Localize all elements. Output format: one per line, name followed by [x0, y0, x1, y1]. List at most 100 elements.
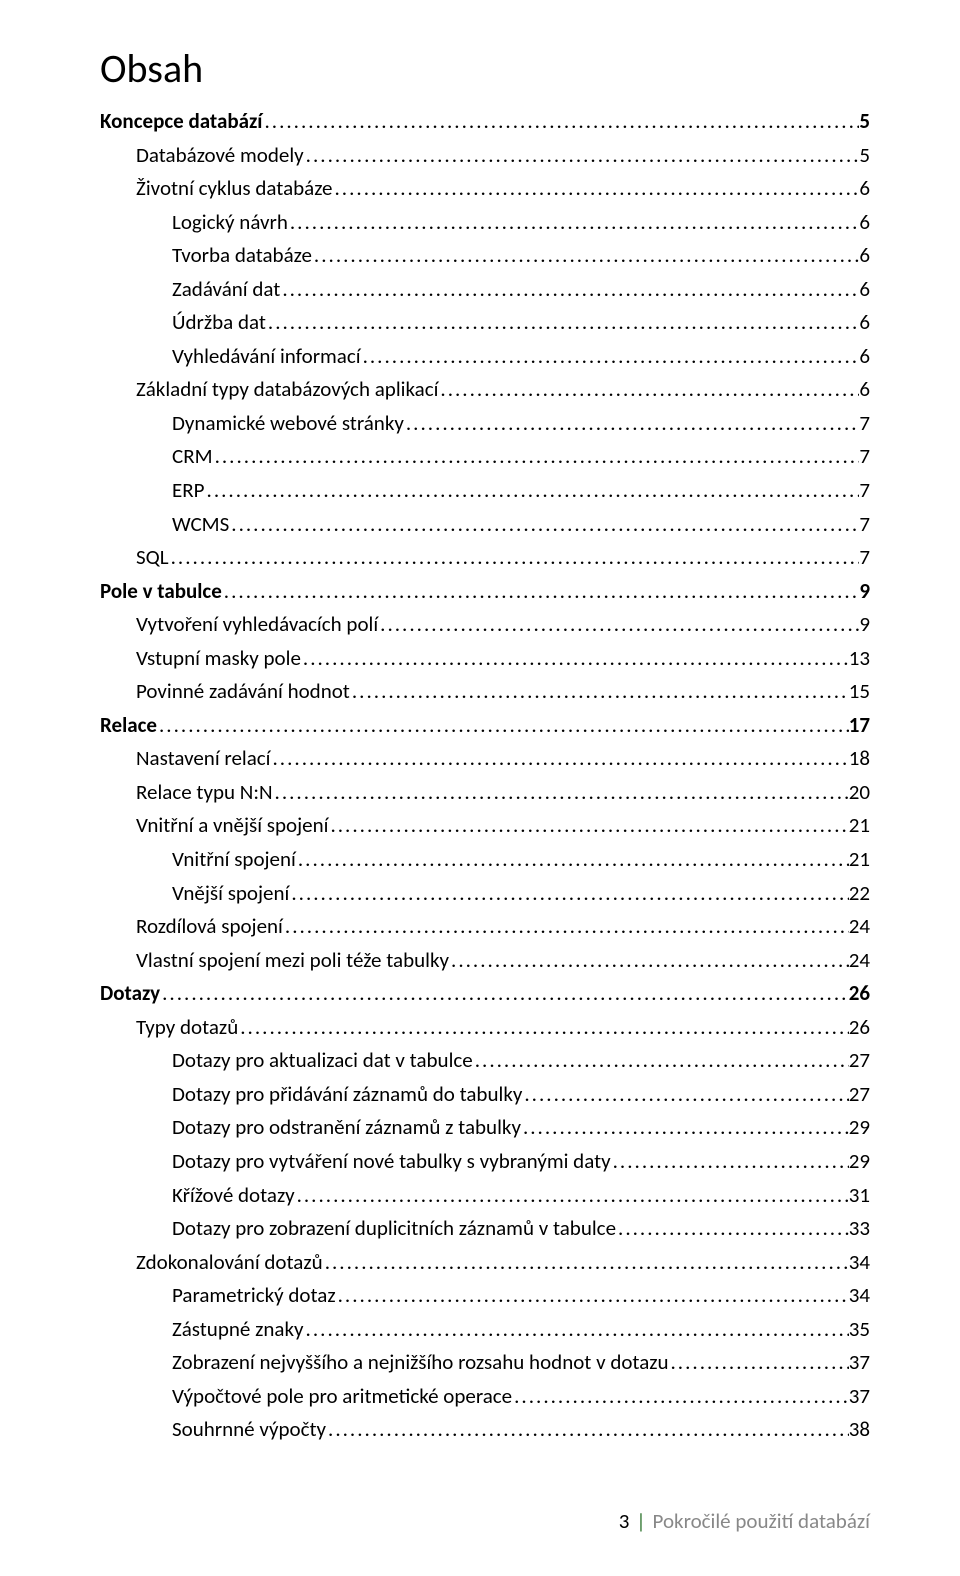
- toc-entry[interactable]: Pole v tabulce9: [100, 575, 870, 608]
- toc-entry[interactable]: Databázové modely5: [100, 139, 870, 172]
- toc-entry-label: ERP: [172, 474, 205, 507]
- toc-leader-dots: [361, 340, 860, 373]
- toc-entry-label: Koncepce databází: [100, 105, 262, 138]
- table-of-contents: Koncepce databází5Databázové modely5Živo…: [100, 105, 870, 1446]
- toc-entry[interactable]: Dotazy26: [100, 977, 870, 1010]
- toc-entry-page: 34: [849, 1246, 870, 1279]
- toc-entry[interactable]: Dotazy pro vytváření nové tabulky s vybr…: [100, 1145, 870, 1178]
- toc-entry[interactable]: Nastavení relací18: [100, 742, 870, 775]
- toc-leader-dots: [238, 1011, 848, 1044]
- toc-entry[interactable]: Typy dotazů26: [100, 1011, 870, 1044]
- toc-leader-dots: [296, 843, 849, 876]
- toc-leader-dots: [350, 675, 849, 708]
- toc-entry[interactable]: Vstupní masky pole 13: [100, 642, 870, 675]
- toc-entry-label: Vnější spojení: [172, 877, 289, 910]
- toc-entry-page: 9: [859, 608, 870, 641]
- toc-entry-label: Zadávání dat: [172, 273, 280, 306]
- toc-entry[interactable]: Dotazy pro odstranění záznamů z tabulky2…: [100, 1111, 870, 1144]
- toc-entry-label: Zástupné znaky: [172, 1313, 304, 1346]
- toc-entry[interactable]: SQL7: [100, 541, 870, 574]
- toc-entry[interactable]: Relace typu N:N20: [100, 776, 870, 809]
- toc-entry[interactable]: Vytvoření vyhledávacích polí 9: [100, 608, 870, 641]
- toc-entry-label: Životní cyklus databáze: [136, 172, 333, 205]
- toc-entry-label: Dotazy pro zobrazení duplicitních záznam…: [172, 1212, 616, 1245]
- toc-entry-page: 6: [859, 340, 870, 373]
- toc-entry-page: 20: [849, 776, 870, 809]
- toc-entry-label: Vyhledávání informací: [172, 340, 361, 373]
- toc-entry-page: 27: [849, 1078, 870, 1111]
- toc-entry[interactable]: ERP7: [100, 474, 870, 507]
- toc-entry-page: 6: [859, 373, 870, 406]
- toc-entry-label: Povinné zadávání hodnot: [136, 675, 350, 708]
- toc-leader-dots: [616, 1212, 849, 1245]
- toc-entry[interactable]: Vnitřní a vnější spojení21: [100, 809, 870, 842]
- toc-leader-dots: [295, 1179, 849, 1212]
- toc-entry-page: 29: [849, 1111, 870, 1144]
- toc-entry[interactable]: Dotazy pro zobrazení duplicitních záznam…: [100, 1212, 870, 1245]
- toc-entry[interactable]: Rozdílová spojení24: [100, 910, 870, 943]
- toc-entry-label: Vstupní masky pole: [136, 642, 301, 675]
- toc-leader-dots: [668, 1346, 848, 1379]
- toc-leader-dots: [473, 1044, 849, 1077]
- toc-entry[interactable]: Základní typy databázových aplikací6: [100, 373, 870, 406]
- toc-entry-label: Výpočtové pole pro aritmetické operace: [172, 1380, 512, 1413]
- toc-entry[interactable]: Dotazy pro přidávání záznamů do tabulky2…: [100, 1078, 870, 1111]
- toc-entry[interactable]: Dynamické webové stránky7: [100, 407, 870, 440]
- toc-leader-dots: [333, 172, 860, 205]
- toc-leader-dots: [205, 474, 860, 507]
- toc-entry[interactable]: CRM7: [100, 440, 870, 473]
- toc-entry[interactable]: Tvorba databáze6: [100, 239, 870, 272]
- toc-entry-page: 34: [849, 1279, 870, 1312]
- toc-entry[interactable]: Dotazy pro aktualizaci dat v tabulce27: [100, 1044, 870, 1077]
- toc-entry-label: Souhrnné výpočty: [172, 1413, 326, 1446]
- toc-entry[interactable]: Vlastní spojení mezi poli téže tabulky24: [100, 944, 870, 977]
- toc-entry-label: Logický návrh: [172, 206, 288, 239]
- toc-entry-label: Vytvoření vyhledávacích polí: [136, 608, 378, 641]
- toc-entry-page: 18: [849, 742, 870, 775]
- toc-entry-label: Vlastní spojení mezi poli téže tabulky: [136, 944, 449, 977]
- toc-entry-label: Parametrický dotaz: [172, 1279, 336, 1312]
- toc-entry-page: 13: [849, 642, 870, 675]
- toc-entry-page: 33: [849, 1212, 870, 1245]
- toc-entry-page: 29: [849, 1145, 870, 1178]
- toc-entry[interactable]: Vnitřní spojení21: [100, 843, 870, 876]
- toc-entry[interactable]: Křížové dotazy31: [100, 1179, 870, 1212]
- toc-entry[interactable]: Zobrazení nejvyššího a nejnižšího rozsah…: [100, 1346, 870, 1379]
- footer-page-number: 3: [619, 1508, 630, 1534]
- toc-entry[interactable]: Logický návrh 6: [100, 206, 870, 239]
- toc-entry-label: Rozdílová spojení: [136, 910, 283, 943]
- toc-entry-page: 21: [849, 843, 870, 876]
- toc-entry[interactable]: Povinné zadávání hodnot 15: [100, 675, 870, 708]
- toc-leader-dots: [304, 1313, 849, 1346]
- toc-entry-page: 5: [859, 139, 870, 172]
- toc-entry[interactable]: Životní cyklus databáze 6: [100, 172, 870, 205]
- toc-entry-page: 6: [859, 206, 870, 239]
- toc-entry[interactable]: Souhrnné výpočty38: [100, 1413, 870, 1446]
- toc-entry-page: 17: [849, 709, 870, 742]
- toc-leader-dots: [611, 1145, 849, 1178]
- toc-leader-dots: [378, 608, 859, 641]
- page-title: Obsah: [100, 44, 870, 93]
- toc-entry[interactable]: Zástupné znaky35: [100, 1313, 870, 1346]
- toc-entry[interactable]: Koncepce databází5: [100, 105, 870, 138]
- toc-entry-label: Dynamické webové stránky: [172, 407, 404, 440]
- toc-entry-label: Tvorba databáze: [172, 239, 312, 272]
- toc-entry[interactable]: WCMS7: [100, 508, 870, 541]
- toc-entry[interactable]: Zadávání dat6: [100, 273, 870, 306]
- toc-leader-dots: [301, 642, 849, 675]
- toc-entry-page: 27: [849, 1044, 870, 1077]
- toc-entry-page: 6: [859, 172, 870, 205]
- toc-entry[interactable]: Parametrický dotaz 34: [100, 1279, 870, 1312]
- toc-entry-page: 15: [849, 675, 870, 708]
- toc-entry[interactable]: Relace17: [100, 709, 870, 742]
- toc-leader-dots: [512, 1380, 849, 1413]
- toc-entry[interactable]: Výpočtové pole pro aritmetické operace37: [100, 1380, 870, 1413]
- toc-entry-label: Dotazy: [100, 977, 160, 1010]
- toc-entry-label: WCMS: [172, 508, 229, 541]
- toc-entry[interactable]: Vyhledávání informací 6: [100, 340, 870, 373]
- toc-leader-dots: [266, 306, 859, 339]
- toc-entry[interactable]: Zdokonalování dotazů34: [100, 1246, 870, 1279]
- toc-entry[interactable]: Vnější spojení22: [100, 877, 870, 910]
- toc-leader-dots: [449, 944, 849, 977]
- toc-entry[interactable]: Údržba dat6: [100, 306, 870, 339]
